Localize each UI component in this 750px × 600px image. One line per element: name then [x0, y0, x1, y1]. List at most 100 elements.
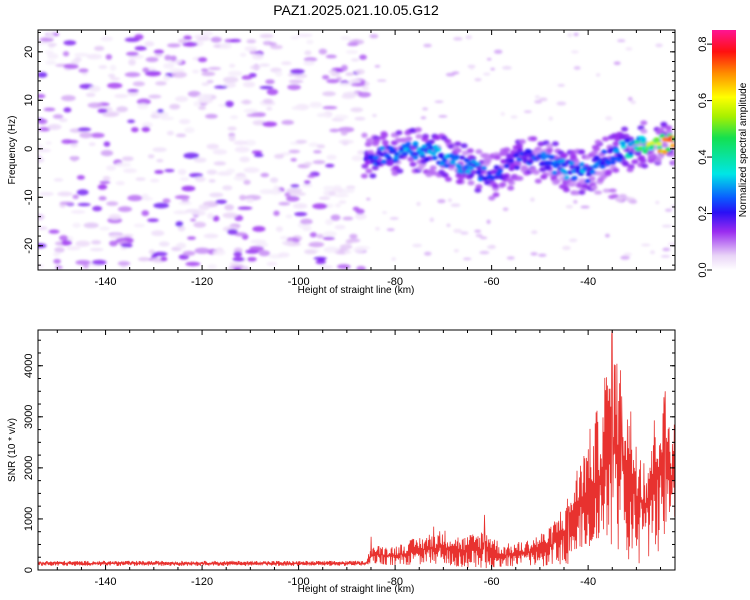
heatmap-cell — [334, 203, 342, 208]
heatmap-cell — [72, 194, 79, 200]
heatmap-cell — [103, 141, 111, 147]
heatmap-cell — [38, 144, 44, 148]
heatmap-cell — [483, 156, 491, 162]
heatmap-cell — [151, 230, 165, 237]
heatmap-cell — [347, 42, 359, 47]
heatmap-cell — [323, 190, 330, 197]
heatmap-cell — [303, 57, 318, 62]
heatmap-cell — [647, 154, 655, 160]
heatmap-cell — [334, 193, 349, 198]
heatmap-cell — [185, 208, 201, 213]
heatmap-cell — [301, 183, 313, 188]
heatmap-cell — [174, 195, 190, 200]
heatmap-cell — [475, 149, 483, 155]
y-tick-label: 20 — [23, 46, 35, 58]
heatmap-cell — [182, 250, 196, 256]
heatmap-cell — [557, 83, 565, 87]
heatmap-cell — [233, 267, 242, 270]
heatmap-cell — [90, 132, 105, 138]
heatmap-cell — [474, 78, 482, 82]
heatmap-cell — [661, 142, 669, 148]
heatmap-cell — [563, 175, 570, 180]
heatmap-cell — [629, 199, 638, 204]
heatmap-cell — [500, 111, 505, 116]
heatmap-cell — [109, 77, 121, 81]
heatmap-cell — [599, 161, 606, 166]
heatmap-cell — [132, 81, 145, 87]
heatmap-cell — [599, 164, 606, 169]
heatmap-cell — [206, 79, 214, 84]
heatmap-cell — [177, 38, 187, 44]
heatmap-cell — [192, 69, 200, 74]
heatmap-cell — [453, 228, 463, 234]
heatmap-cell — [381, 132, 389, 138]
heatmap-cell — [627, 96, 633, 102]
heatmap-cell — [125, 51, 139, 56]
heatmap-cell — [145, 70, 162, 77]
heatmap-cell — [380, 159, 387, 164]
heatmap-cell — [534, 95, 541, 99]
heatmap-cell — [408, 127, 416, 133]
heatmap-cell — [76, 175, 85, 180]
heatmap-cell — [325, 218, 334, 226]
heatmap-cell — [294, 211, 308, 217]
heatmap-cell — [559, 154, 567, 160]
heatmap-cell — [453, 36, 463, 41]
heatmap-cell — [483, 72, 491, 76]
heatmap-cell — [530, 197, 535, 202]
heatmap-cell — [620, 255, 630, 260]
heatmap-cell — [545, 165, 552, 170]
x-tick-label: -80 — [387, 576, 403, 588]
heatmap-cell — [313, 150, 322, 154]
heatmap-cell — [164, 54, 172, 61]
heatmap-cell — [395, 130, 403, 136]
heatmap-cell — [63, 63, 79, 69]
heatmap-cell — [588, 176, 596, 182]
heatmap-cell — [171, 71, 187, 78]
heatmap-cell — [243, 108, 258, 114]
heatmap-cell — [617, 154, 624, 160]
heatmap-cell — [562, 187, 570, 193]
heatmap-cell — [453, 154, 460, 159]
heatmap-cell — [210, 36, 222, 43]
heatmap-cell — [456, 165, 463, 170]
heatmap-cell — [322, 91, 336, 97]
heatmap-cell — [593, 146, 601, 152]
heatmap-cell — [158, 241, 170, 247]
heatmap-cell — [269, 177, 279, 183]
heatmap-cell — [325, 54, 337, 59]
heatmap-cell — [296, 33, 313, 38]
heatmap-cell — [634, 151, 642, 157]
heatmap-cell — [480, 165, 487, 171]
heatmap-cell — [181, 185, 196, 192]
heatmap-cell — [361, 132, 368, 138]
heatmap-cell — [39, 191, 54, 196]
heatmap-cell — [223, 76, 239, 83]
heatmap-cell — [67, 140, 79, 144]
heatmap-cell — [203, 233, 219, 239]
heatmap-cell — [184, 127, 195, 134]
heatmap-cell — [134, 46, 147, 51]
heatmap-cell — [121, 156, 134, 162]
y-tick-label: 10 — [23, 94, 35, 106]
heatmap-cell — [642, 149, 649, 154]
heatmap-cell — [239, 194, 247, 201]
heatmap-cell — [39, 37, 54, 42]
heatmap-cell — [594, 190, 603, 195]
heatmap-cell — [58, 118, 68, 123]
heatmap-cell — [93, 46, 105, 51]
heatmap-cell — [78, 68, 89, 73]
heatmap-cell — [532, 169, 540, 175]
heatmap-cell — [640, 128, 648, 134]
heatmap-cell — [546, 143, 554, 149]
heatmap-cell — [46, 32, 55, 39]
heatmap-cell — [142, 67, 150, 73]
heatmap-cell — [70, 59, 80, 66]
heatmap-cell — [368, 154, 375, 159]
heatmap-cell — [288, 79, 304, 84]
heatmap-cell — [208, 179, 216, 183]
y-tick-label: 2000 — [23, 456, 35, 480]
heatmap-cell — [344, 250, 352, 254]
heatmap-cell — [329, 128, 340, 133]
heatmap-cell — [288, 149, 301, 154]
